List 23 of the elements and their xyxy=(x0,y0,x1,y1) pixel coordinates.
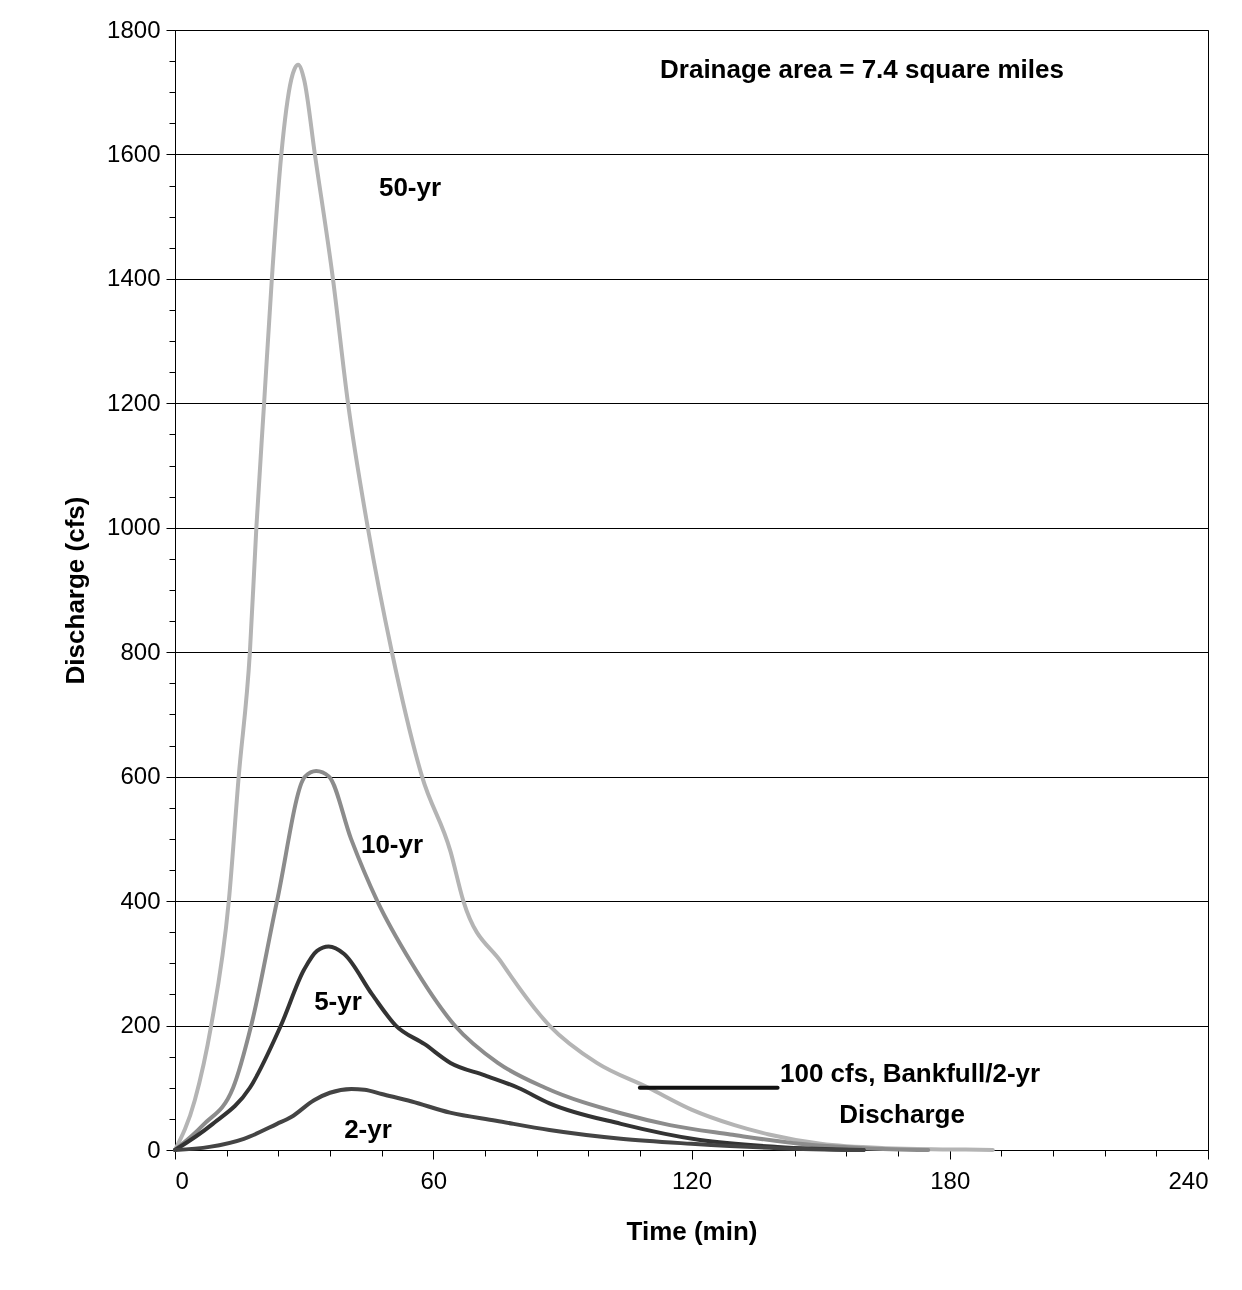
y-tick-label: 600 xyxy=(120,762,161,790)
y-tick-label: 200 xyxy=(120,1011,161,1039)
y-tick-label: 800 xyxy=(120,637,161,665)
x-tick-label: 60 xyxy=(420,1166,448,1194)
x-tick-label: 180 xyxy=(930,1166,971,1194)
x-tick-label: 120 xyxy=(671,1166,713,1194)
y-tick-label: 1600 xyxy=(107,139,161,167)
text: 50-yr xyxy=(378,172,442,202)
x-axis-title: Time (min) xyxy=(626,1215,758,1246)
series-label: 5-yr xyxy=(314,986,362,1016)
series-label: 10-yr xyxy=(360,829,424,859)
y-tick-label: 400 xyxy=(120,886,161,914)
series-label: 2-yr xyxy=(344,1114,392,1144)
y-tick-label: 1000 xyxy=(107,513,161,541)
x-tick-label: 240 xyxy=(1168,1166,1209,1194)
y-tick-label: 0 xyxy=(147,1135,161,1163)
x-tick-label: 0 xyxy=(175,1166,189,1194)
y-tick-label: 1400 xyxy=(107,264,161,292)
y-tick-label: 1200 xyxy=(107,388,161,416)
y-axis-title: Discharge (cfs) xyxy=(60,496,91,685)
annotation: Drainage area = 7.4 square miles xyxy=(660,54,1064,84)
y-tick-label: 1800 xyxy=(107,15,161,43)
series-label: 100 cfs, Bankfull/2-yr Discharge xyxy=(780,1058,1041,1129)
